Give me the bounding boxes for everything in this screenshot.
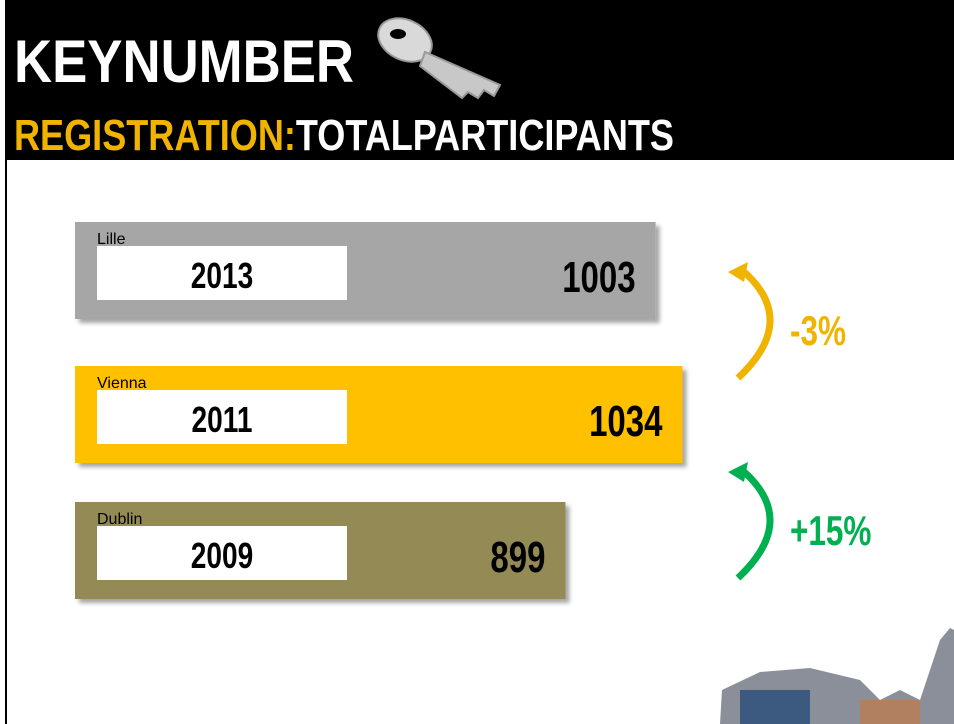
bars: Lille 2013 1003 Vienna 2011 1034 Dublin 2009 899 [75, 222, 683, 599]
year-box [97, 246, 347, 300]
arrow-head [728, 462, 748, 482]
value-label: 899 [490, 534, 545, 583]
city-label: Lille [97, 231, 126, 248]
key-icon [377, 17, 502, 100]
subtitle: REGISTRATION:TOTALPARTICIPANTS [14, 111, 674, 160]
city-picture [720, 628, 954, 724]
year-box [97, 526, 347, 580]
change-label: +15% [790, 507, 871, 555]
year-label: 2009 [191, 536, 253, 576]
change-label: -3% [790, 307, 846, 355]
value-label: 1003 [562, 254, 635, 303]
change-arrow [735, 267, 774, 381]
subtitle-prefix: REGISTRATION: [14, 111, 296, 160]
title: KEYNUMBER [14, 28, 354, 95]
city-label: Dublin [97, 511, 142, 528]
year-label: 2011 [192, 400, 253, 440]
year-box [97, 390, 347, 444]
arrow-head [728, 262, 748, 282]
city-label: Vienna [97, 375, 147, 392]
changes: -3% +15% [790, 307, 871, 555]
change-arrow [735, 467, 774, 581]
subtitle-main: TOTALPARTICIPANTS [296, 111, 674, 160]
value-label: 1034 [589, 398, 663, 447]
year-label: 2013 [191, 256, 253, 296]
